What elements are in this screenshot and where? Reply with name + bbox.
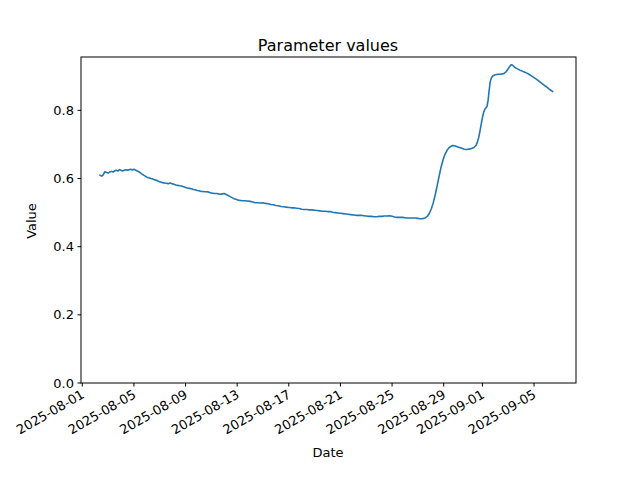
- y-tick-label: 0.4: [53, 239, 74, 254]
- axes: 2025-08-012025-08-052025-08-092025-08-13…: [14, 57, 576, 437]
- y-axis-label: Value: [24, 203, 39, 239]
- x-axis-label: Date: [312, 445, 343, 460]
- y-tick-label: 0.2: [53, 307, 74, 322]
- figure: 2025-08-012025-08-052025-08-092025-08-13…: [0, 0, 640, 480]
- axes-frame: [81, 57, 576, 383]
- y-tick-label: 0.8: [53, 103, 74, 118]
- chart-title: Parameter values: [258, 36, 398, 55]
- y-tick-label: 0.0: [53, 376, 74, 391]
- y-tick-label: 0.6: [53, 171, 74, 186]
- series-line-parameter-values: [100, 65, 553, 219]
- line-chart: 2025-08-012025-08-052025-08-092025-08-13…: [0, 0, 640, 480]
- data-series: [100, 65, 553, 219]
